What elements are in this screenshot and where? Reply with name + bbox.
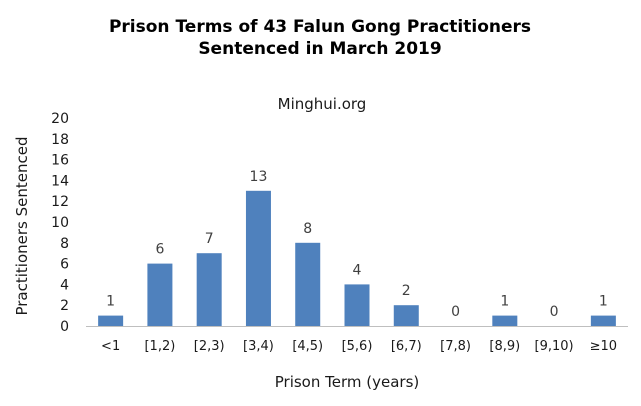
data-label: 2 [402,283,411,299]
data-label: 1 [599,294,608,310]
chart-title-line-1: Prison Terms of 43 Falun Gong Practition… [109,17,531,37]
y-tick-label: 0 [60,319,69,335]
bar [344,284,370,326]
data-label: 1 [500,294,509,310]
plot-area: 024681012141618201<16[1,2)7[2,3)13[3,4)8… [51,111,628,354]
data-label: 4 [353,262,362,278]
bar [196,253,222,326]
y-tick-label: 12 [51,194,69,210]
bar [98,315,124,326]
y-tick-label: 14 [51,173,69,189]
y-tick-label: 8 [60,236,69,252]
y-tick-label: 6 [60,257,69,273]
x-tick-label: [9,10) [535,339,574,354]
data-label: 0 [550,304,559,320]
x-tick-label: [3,4) [243,339,274,354]
x-axis-label: Prison Term (years) [275,373,420,391]
data-label: 0 [451,304,460,320]
bar [393,305,419,326]
y-tick-label: 18 [51,132,69,148]
bar [245,190,271,326]
x-tick-label: [7,8) [440,339,471,354]
bar [295,242,321,326]
y-tick-label: 4 [60,277,69,293]
data-label: 7 [205,231,214,247]
y-tick-label: 2 [60,298,69,314]
data-label: 13 [250,169,268,185]
data-label: 8 [303,221,312,237]
x-tick-label: ≥10 [590,339,617,354]
bar [147,263,173,326]
data-label: 1 [106,294,115,310]
chart-title-line-2: Sentenced in March 2019 [198,39,441,59]
bar [590,315,616,326]
y-tick-label: 16 [51,153,69,169]
x-tick-label: [6,7) [391,339,422,354]
x-tick-label: [1,2) [144,339,175,354]
x-tick-label: [4,5) [292,339,323,354]
data-label: 6 [155,242,164,258]
x-tick-label: <1 [101,339,120,354]
x-tick-label: [2,3) [194,339,225,354]
bar [492,315,518,326]
y-tick-label: 10 [51,215,69,231]
y-tick-label: 20 [51,111,69,127]
chart-subtitle: Minghui.org [278,95,367,113]
y-axis-label: Practitioners Sentenced [13,136,31,315]
x-tick-label: [8,9) [489,339,520,354]
x-tick-label: [5,6) [342,339,373,354]
